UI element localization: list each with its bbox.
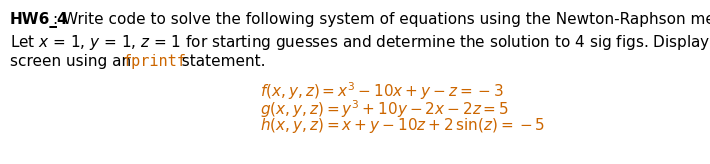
Text: $\mathit{h}(\mathit{x},\mathit{y},\mathit{z}) = \mathit{x} + \mathit{y} - 10\mat: $\mathit{h}(\mathit{x},\mathit{y},\mathi… (260, 116, 545, 135)
Text: statement.: statement. (172, 54, 266, 69)
Text: : Write code to solve the following system of equations using the Newton-Raphson: : Write code to solve the following syst… (53, 12, 710, 27)
Text: screen using an: screen using an (10, 54, 136, 69)
Text: Let $\mathit{x}$ = 1, $\mathit{y}$ = 1, $\mathit{z}$ = 1 for starting guesses an: Let $\mathit{x}$ = 1, $\mathit{y}$ = 1, … (10, 33, 710, 52)
Text: $\mathit{g}(\mathit{x},\mathit{y},\mathit{z}) = \mathit{y}^3 + 10\mathit{y} - 2\: $\mathit{g}(\mathit{x},\mathit{y},\mathi… (260, 98, 509, 120)
Text: $\mathit{f}(\mathit{x},\mathit{y},\mathit{z}) = \mathit{x}^3 - 10\mathit{x} + \m: $\mathit{f}(\mathit{x},\mathit{y},\mathi… (260, 80, 504, 102)
Text: HW6_4: HW6_4 (10, 12, 69, 28)
Text: fprintf: fprintf (122, 54, 186, 69)
